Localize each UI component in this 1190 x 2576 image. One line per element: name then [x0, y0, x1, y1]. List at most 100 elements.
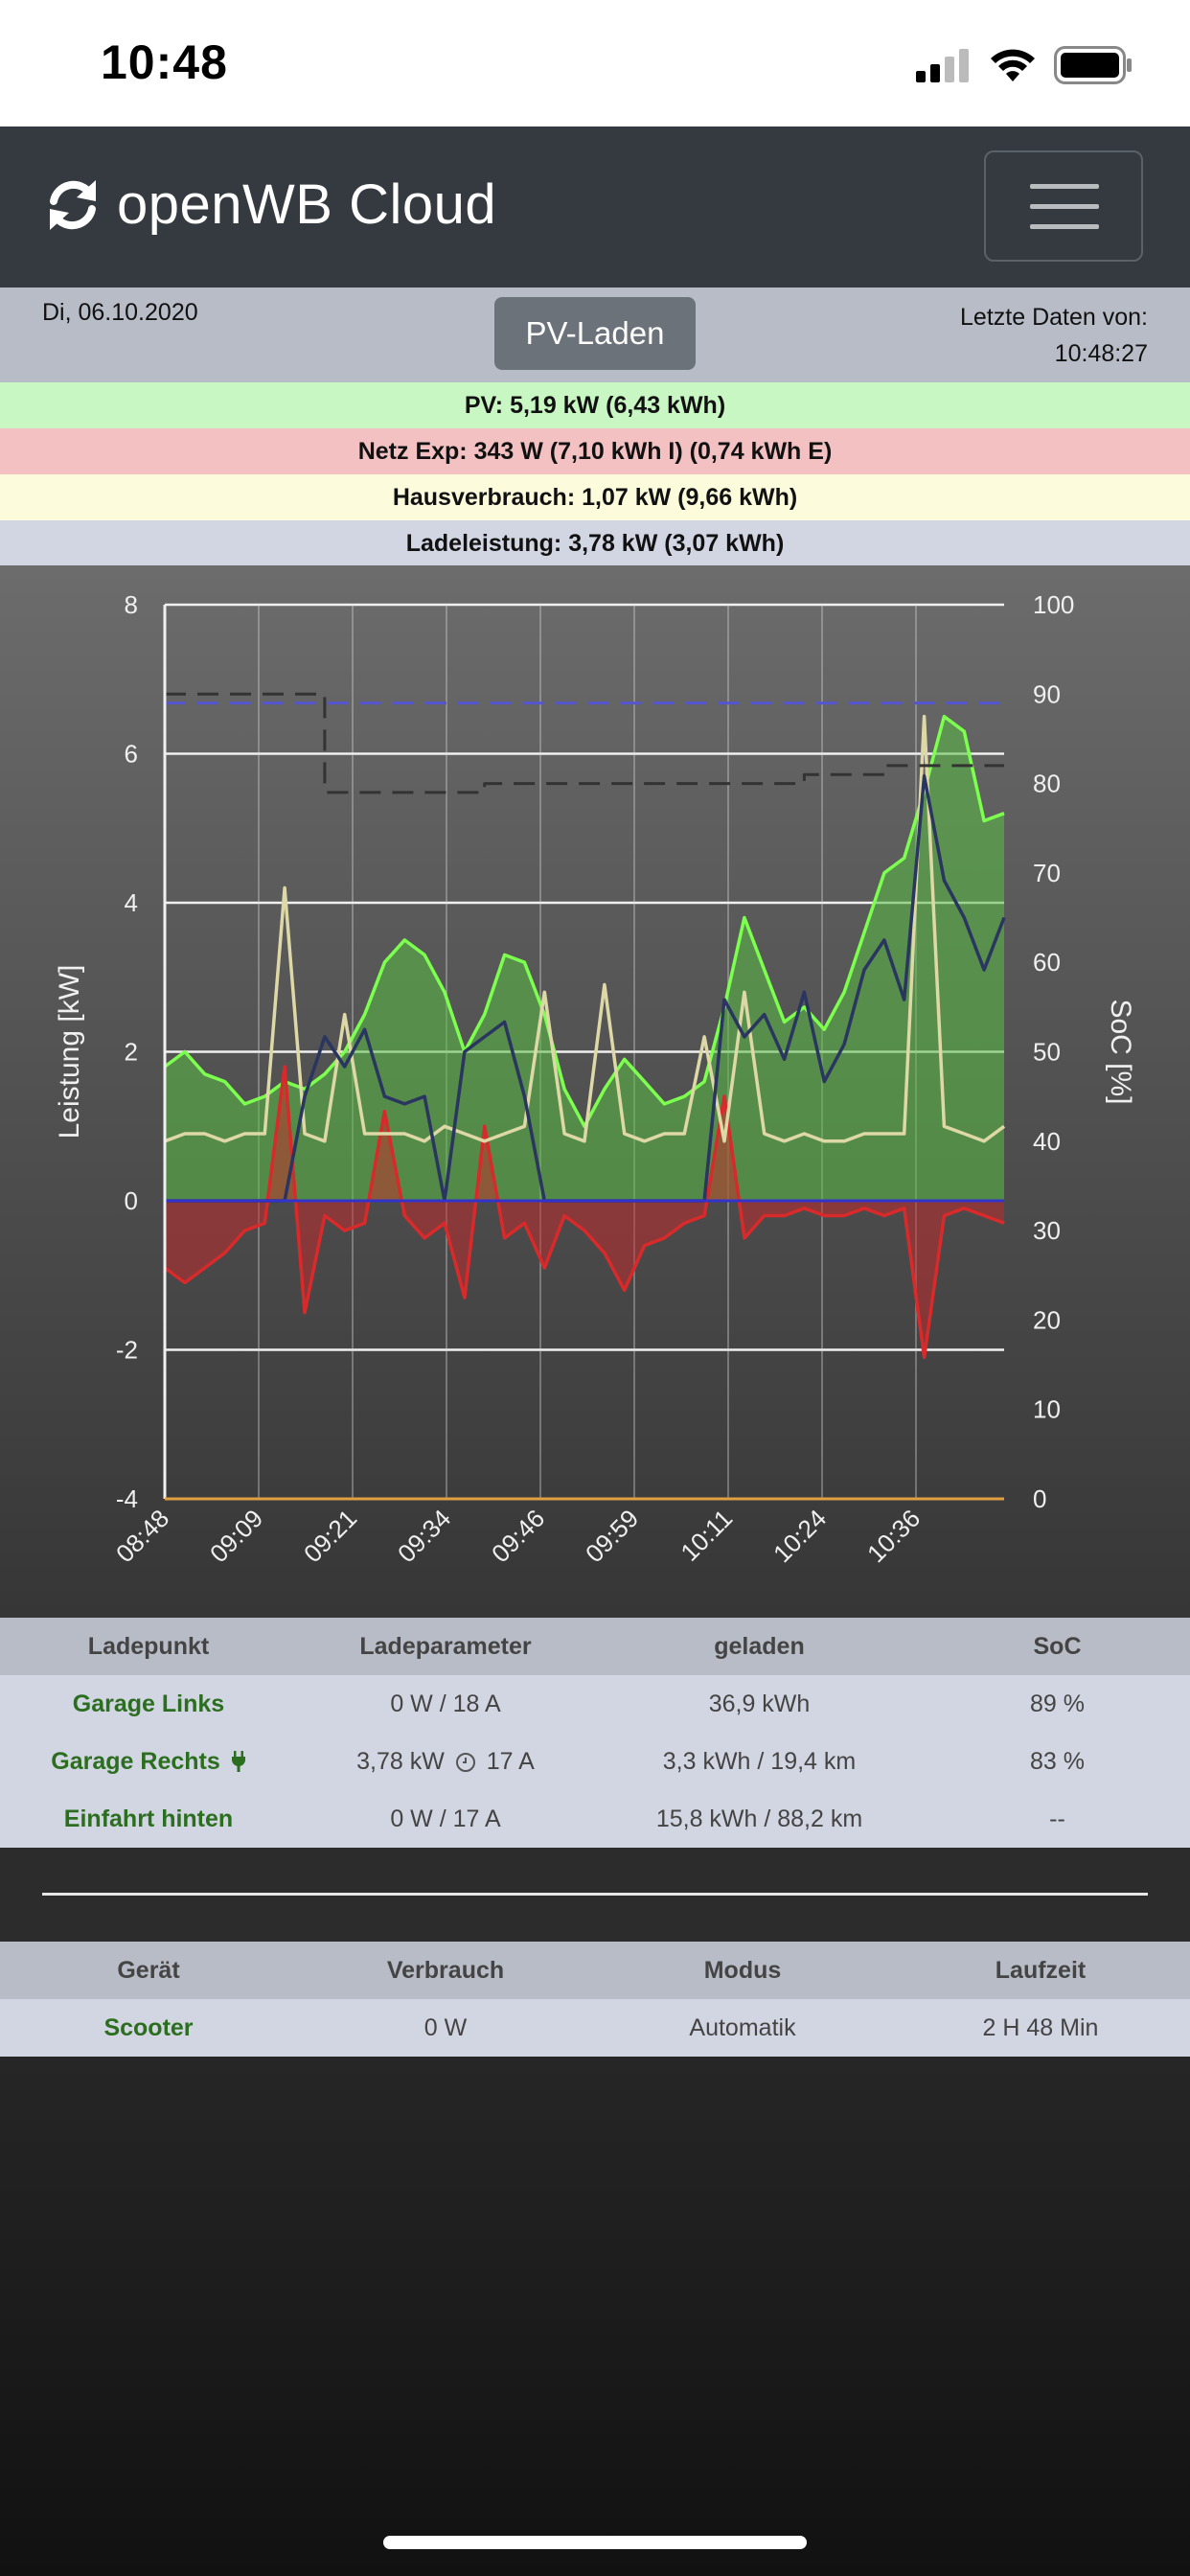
charged-value: 15,8 kWh / 88,2 km: [594, 1790, 925, 1848]
series-line-soc-garage-rechts: [165, 692, 1004, 794]
series-line-pv: [163, 714, 1005, 1129]
x-tick-label: 10:24: [767, 1504, 832, 1568]
y2-tick-label: 90: [1033, 679, 1061, 708]
device-runtime: 2 H 48 Min: [891, 1999, 1190, 2057]
y-tick-label: 2: [125, 1038, 138, 1067]
charge-mode-button[interactable]: PV-Laden: [494, 297, 696, 370]
device-table: Gerät Verbrauch Modus Laufzeit Scooter 0…: [0, 1942, 1190, 2057]
col-header: geladen: [594, 1618, 925, 1675]
x-tick-label: 09:34: [392, 1504, 456, 1568]
charge-param: 0 W / 17 A: [297, 1790, 594, 1848]
y2-tick-label: 30: [1033, 1216, 1061, 1245]
table-header-row: Ladepunkt Ladeparameter geladen SoC: [0, 1618, 1190, 1675]
y-tick-label: 8: [125, 590, 138, 619]
charge-power: 3,78 kW: [356, 1747, 445, 1775]
y2-tick-label: 40: [1033, 1127, 1061, 1156]
divider: [42, 1893, 1148, 1896]
grid-row: Netz Exp: 343 W (7,10 kWh I) (0,74 kWh E…: [0, 428, 1190, 474]
y2-tick-label: 60: [1033, 948, 1061, 977]
charge-point-name: Garage Rechts: [51, 1747, 220, 1775]
y-tick-label: 6: [125, 740, 138, 769]
table-header-row: Gerät Verbrauch Modus Laufzeit: [0, 1942, 1190, 1999]
device-mode: Automatik: [594, 1999, 891, 2057]
cellular-signal-icon: [916, 49, 969, 82]
y2-tick-label: 20: [1033, 1305, 1061, 1334]
y-tick-label: -2: [116, 1336, 138, 1365]
y2-tick-label: 80: [1033, 770, 1061, 798]
hamburger-icon-bar: [1030, 224, 1099, 229]
charged-value: 36,9 kWh: [594, 1675, 925, 1733]
x-tick-label: 09:46: [486, 1504, 550, 1568]
col-header: Gerät: [0, 1942, 297, 1999]
status-icons: [916, 44, 1133, 86]
battery-icon: [1054, 46, 1132, 84]
charge-param: 0 W / 18 A: [297, 1675, 594, 1733]
device-name[interactable]: Scooter: [0, 1999, 297, 2057]
y-tick-label: 0: [125, 1186, 138, 1215]
table-row[interactable]: Scooter 0 W Automatik 2 H 48 Min: [0, 1999, 1190, 2057]
charged-value: 3,3 kWh / 19,4 km: [594, 1733, 925, 1790]
charge-point-name[interactable]: Einfahrt hinten: [0, 1790, 297, 1848]
last-data: Letzte Daten von: 10:48:27: [960, 299, 1148, 372]
x-tick-label: 10:11: [675, 1504, 738, 1567]
status-bar: 10:48: [0, 0, 1190, 126]
col-header: Verbrauch: [297, 1942, 594, 1999]
clock-icon: [455, 1752, 475, 1772]
pv-row: PV: 5,19 kW (6,43 kWh): [0, 382, 1190, 428]
plug-icon: [231, 1750, 245, 1772]
charge-current: 17 A: [486, 1747, 535, 1775]
device-consumption: 0 W: [297, 1999, 594, 2057]
separator-area: [0, 1848, 1190, 1942]
col-header: Laufzeit: [891, 1942, 1190, 1999]
table-row[interactable]: Garage Links 0 W / 18 A 36,9 kWh 89 %: [0, 1675, 1190, 1733]
series-line-hausverbrauch: [164, 714, 1006, 1143]
wifi-icon: [991, 49, 1035, 81]
col-header: Ladepunkt: [0, 1618, 297, 1675]
col-header: Modus: [594, 1942, 891, 1999]
table-row[interactable]: Garage Rechts 3,78 kW 17 A 3,3 kWh / 19,…: [0, 1733, 1190, 1790]
charge-point-cell[interactable]: Garage Rechts: [0, 1733, 297, 1790]
y-tick-label: -4: [116, 1484, 138, 1513]
last-data-time: 10:48:27: [1054, 340, 1148, 367]
soc-value: 89 %: [925, 1675, 1190, 1733]
x-tick-label: 09:59: [580, 1504, 644, 1568]
y2-axis-label: SoC [%]: [1105, 999, 1136, 1104]
charge-row: Ladeleistung: 3,78 kW (3,07 kWh): [0, 520, 1190, 566]
y2-tick-label: 10: [1033, 1395, 1061, 1424]
charge-point-name[interactable]: Garage Links: [0, 1675, 297, 1733]
hamburger-icon-bar: [1030, 184, 1099, 189]
x-tick-label: 10:36: [861, 1504, 926, 1568]
house-row: Hausverbrauch: 1,07 kW (9,66 kWh): [0, 474, 1190, 520]
x-tick-label: 09:09: [204, 1504, 268, 1568]
last-data-label: Letzte Daten von:: [960, 304, 1148, 331]
menu-button[interactable]: [984, 150, 1143, 262]
power-chart[interactable]: 8 6 4 2 0 -2 -4 100 90 80 70 60 50 40 30 20 10 0 08:48 09:0…: [0, 565, 1190, 1618]
series-area-pv: [165, 716, 1004, 1201]
sync-icon: [50, 179, 96, 230]
soc-value: 83 %: [925, 1733, 1190, 1790]
y2-tick-label: 0: [1033, 1484, 1046, 1513]
home-indicator[interactable]: [383, 2536, 807, 2549]
x-tick-label: 09:21: [298, 1504, 362, 1568]
y2-tick-label: 70: [1033, 859, 1061, 887]
y2-tick-label: 50: [1033, 1038, 1061, 1067]
status-time: 10:48: [101, 35, 228, 89]
col-header: SoC: [925, 1618, 1190, 1675]
table-row[interactable]: Einfahrt hinten 0 W / 17 A 15,8 kWh / 88…: [0, 1790, 1190, 1848]
date-label: Di, 06.10.2020: [42, 299, 198, 326]
brand[interactable]: openWB Cloud: [42, 172, 496, 237]
charge-point-table: Ladepunkt Ladeparameter geladen SoC Gara…: [0, 1618, 1190, 1848]
soc-value: --: [925, 1790, 1190, 1848]
y-tick-label: 4: [125, 888, 138, 917]
series-area-netz: [165, 1067, 1004, 1358]
charge-param: 3,78 kW 17 A: [297, 1733, 594, 1790]
page-background: [0, 2057, 1190, 2576]
hamburger-icon-bar: [1030, 204, 1099, 209]
brand-name: openWB Cloud: [117, 173, 497, 236]
y-axis-label: Leistung [kW]: [54, 965, 85, 1139]
x-tick-label: 08:48: [110, 1504, 174, 1568]
col-header: Ladeparameter: [297, 1618, 594, 1675]
series-line-netz: [163, 1065, 1005, 1360]
y2-tick-label: 100: [1033, 590, 1074, 619]
